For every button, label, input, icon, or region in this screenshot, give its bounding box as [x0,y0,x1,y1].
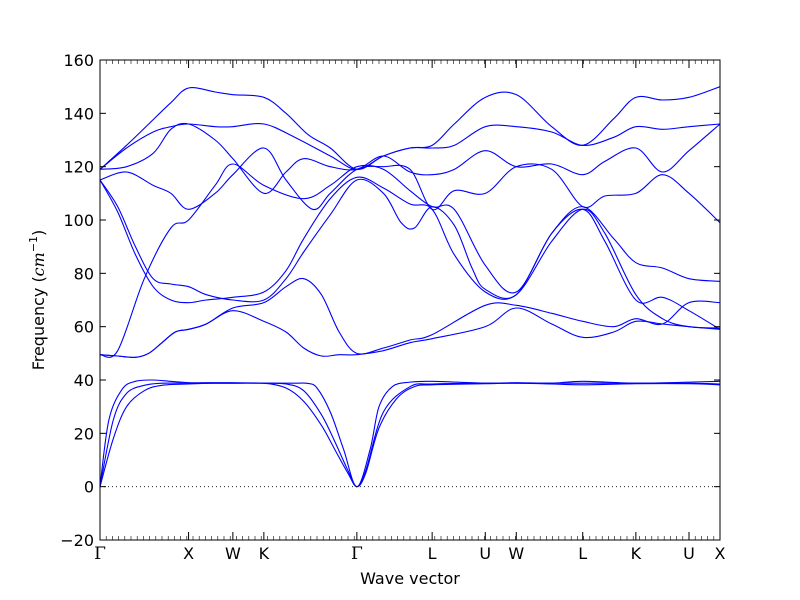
band-line-5 [99,307,721,358]
band-line-8 [99,176,721,329]
band-line-2 [99,382,721,488]
y-tick-label: 100 [63,211,94,230]
y-tick-label: 160 [63,51,94,70]
band-line-10 [99,147,721,224]
x-tick-label: U [479,544,491,563]
y-axis-label-text: Frequency ( [29,276,48,370]
band-line-11 [99,123,721,170]
y-axis-label-unit: cm [29,252,48,276]
x-tick-label: K [259,544,270,563]
y-tick-label: −20 [60,531,94,550]
y-axis-label-exponent: −1 [27,236,40,252]
x-tick-label: L [428,544,437,563]
y-axis-ticks: −20 0 20 40 60 80 100 120 140 160 [60,51,720,550]
band-lines [99,86,721,488]
y-tick-label: 80 [74,264,94,283]
y-axis-label-close: ) [29,230,48,236]
band-line-6 [99,163,721,358]
y-tick-label: 20 [74,424,94,443]
band-line-3 [99,379,721,488]
y-tick-label: 140 [63,104,94,123]
x-tick-label: K [631,544,642,563]
y-tick-label: 0 [84,478,94,497]
plot-frame [99,59,721,541]
x-tick-label: Γ [351,544,363,564]
y-axis-label: Frequency (cm−1) [27,230,48,371]
x-tick-label: W [225,544,241,563]
band-line-4 [99,277,721,358]
x-tick-label: X [715,544,726,563]
x-axis-label: Wave vector [360,569,460,588]
y-tick-label: 120 [63,158,94,177]
x-tick-label: X [183,544,194,563]
band-line-12 [99,86,721,170]
x-tick-label: U [683,544,695,563]
band-line-9 [99,122,721,194]
y-tick-label: 60 [74,318,94,337]
band-line-7 [99,178,721,330]
x-tick-label: L [578,544,587,563]
x-tick-label: Γ [94,544,106,564]
x-tick-label: W [508,544,524,563]
y-tick-label: 40 [74,371,94,390]
band-line-1 [99,382,721,488]
